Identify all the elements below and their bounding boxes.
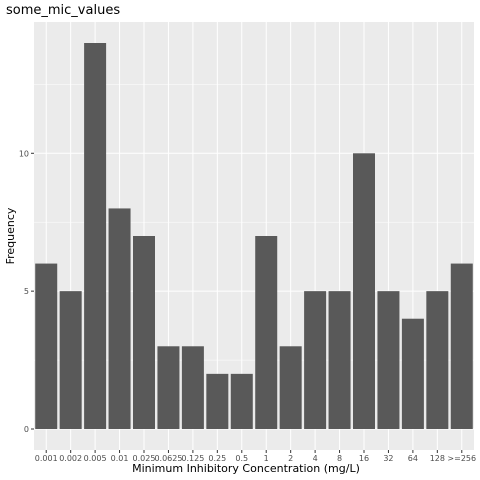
bars [35,43,473,430]
bar [279,346,302,429]
x-tick-label: 4 [313,454,318,463]
x-tick-label: 0.005 [84,454,107,463]
y-tick-label: 10 [19,149,29,158]
bar [255,236,278,429]
x-tick-label: >=256 [447,454,476,463]
x-tick-label: 128 [430,454,445,463]
x-axis-title: Minimum Inhibitory Concentration (mg/L) [132,462,360,475]
bar [426,291,449,429]
x-tick-label: 0.125 [181,454,204,463]
x-tick-label: 0.002 [59,454,82,463]
x-tick-label: 0.025 [133,454,156,463]
x-tick-label: 8 [337,454,342,463]
x-tick-label: 0.25 [208,454,226,463]
plot-panel [34,22,474,450]
bar [304,291,327,429]
chart-title: some_mic_values [6,3,120,18]
bar [206,373,229,429]
x-tick-label: 16 [359,454,369,463]
bar [59,291,82,429]
bar [157,346,180,429]
bar [84,43,107,429]
x-tick-label: 0.001 [35,454,58,463]
bar [401,318,424,429]
bar [181,346,204,429]
x-tick-label: 64 [408,454,418,463]
x-tick-label: 0.01 [111,454,129,463]
x-tick-label: 1 [264,454,269,463]
x-tick-label: 32 [383,454,393,463]
y-axis: 0 5 10 [19,149,34,434]
grid-minor [34,84,474,361]
bar [328,291,351,429]
x-tick-label: 0.5 [235,454,248,463]
y-tick-label: 5 [24,287,29,296]
bar [35,263,58,429]
bar [450,263,473,429]
y-tick-label: 0 [24,425,29,434]
x-tick-label: 0.0625 [154,454,182,463]
bar [353,153,375,430]
bar [133,236,155,429]
y-axis-title: Frequency [4,207,17,264]
bar [108,208,131,429]
x-tick-label: 2 [288,454,293,463]
bar [377,291,400,429]
bar [230,373,253,429]
